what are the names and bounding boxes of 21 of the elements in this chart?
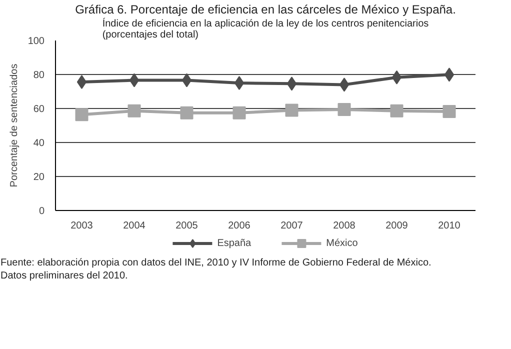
source-note: Fuente: elaboración propia con datos del INE, 2010 y IV Informe de Gobierno Federal de México. bbox=[0, 258, 432, 268]
x-tick-label: 2009 bbox=[386, 220, 408, 232]
x-tick-label: 2006 bbox=[228, 220, 251, 232]
x-tick-label: 2005 bbox=[176, 220, 198, 232]
chart-subtitle: Índice de eficiencia en la aplicación de la ley de los centros penitenciarios (porcentajes del total) bbox=[102, 18, 429, 40]
x-tick-label: 2008 bbox=[333, 220, 356, 232]
y-tick-label: 80 bbox=[33, 70, 45, 81]
y-tick-label: 20 bbox=[33, 172, 45, 183]
y-tick-label: 100 bbox=[28, 36, 45, 47]
x-tick-label: 2007 bbox=[280, 220, 304, 232]
x-tick-label: 2003 bbox=[70, 220, 94, 232]
legend-label: México bbox=[326, 238, 358, 248]
y-tick-label: 40 bbox=[33, 138, 45, 149]
y-tick-label: 60 bbox=[33, 104, 45, 115]
chart-title: Gráfica 6. Porcentaje de eficiencia en las cárceles de México y España. bbox=[75, 2, 456, 16]
text: Datos preliminares del 2010. bbox=[0, 270, 128, 282]
y-axis-title: Porcentaje de sentenciados bbox=[8, 64, 20, 188]
x-tick-label: 2004 bbox=[123, 220, 146, 232]
x-tick-label: 2010 bbox=[438, 220, 461, 232]
legend-label: España bbox=[217, 238, 252, 248]
y-tick-label: 0 bbox=[38, 206, 45, 217]
